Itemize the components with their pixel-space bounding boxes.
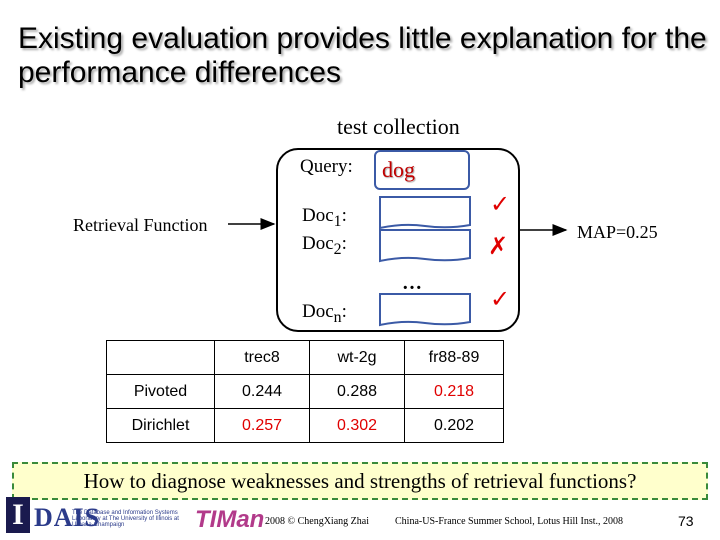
doc-n-check-icon: ✓ [490, 287, 511, 313]
doc-1-suffix: : [341, 205, 347, 226]
footer-copyright: 2008 © ChengXiang Zhai [265, 516, 369, 527]
map-label: MAP=0.25 [577, 222, 658, 242]
query-box [374, 150, 470, 190]
page-number: 73 [678, 513, 694, 529]
table-cell: 0.218 [404, 374, 504, 409]
doc-2-sub: 2 [333, 240, 342, 258]
table-header-cell [106, 340, 215, 375]
table-row: Pivoted 0.244 0.288 0.218 [106, 374, 504, 409]
query-value: dog [382, 157, 415, 182]
footer-event: China-US-France Summer School, Lotus Hil… [395, 516, 624, 527]
table-cell: Dirichlet [106, 408, 215, 443]
doc-1-check-icon: ✓ [490, 192, 511, 218]
table-cell: 0.302 [309, 408, 405, 443]
table-header-cell: fr88-89 [404, 340, 504, 375]
results-table: trec8 wt-2g fr88-89 Pivoted 0.244 0.288 … [106, 340, 504, 443]
doc-2-box [379, 229, 471, 263]
table-header-cell: wt-2g [309, 340, 405, 375]
doc-n-box [379, 293, 471, 327]
doc-n-label: Docn: [302, 301, 347, 327]
slide-title: Existing evaluation provides little expl… [18, 22, 707, 89]
test-collection-panel [276, 148, 520, 332]
doc-2-cross-icon: ✗ [488, 234, 509, 260]
doc-n-suffix: : [341, 301, 347, 322]
query-label: Query: [300, 156, 353, 177]
table-row: Dirichlet 0.257 0.302 0.202 [106, 408, 504, 443]
test-collection-label: test collection [337, 114, 460, 139]
table-cell: Pivoted [106, 374, 215, 409]
doc-1-box [379, 196, 471, 230]
timan-logo: TIMan [195, 506, 265, 533]
doc-2-name: Doc [302, 233, 334, 254]
table-header-cell: trec8 [214, 340, 310, 375]
table-header-row: trec8 wt-2g fr88-89 [106, 340, 504, 375]
doc-1-sub: 1 [333, 212, 342, 230]
table-cell: 0.244 [214, 374, 310, 409]
docs-ellipsis: … [402, 272, 422, 294]
dais-logo: DAIS [34, 503, 101, 532]
retrieval-function-label: Retrieval Function [73, 215, 208, 235]
doc-n-sub: n [333, 308, 342, 326]
doc-1-label: Doc1: [302, 205, 347, 231]
doc-2-suffix: : [341, 233, 347, 254]
table-cell: 0.288 [309, 374, 405, 409]
doc-1-name: Doc [302, 205, 334, 226]
question-banner: How to diagnose weaknesses and strengths… [12, 462, 708, 500]
dais-lab-text: The Database and Information Systems Lab… [72, 510, 179, 528]
illinois-logo: I [6, 497, 30, 533]
doc-n-name: Doc [302, 301, 334, 322]
table-cell: 0.202 [404, 408, 504, 443]
doc-2-label: Doc2: [302, 233, 347, 259]
table-cell: 0.257 [214, 408, 310, 443]
